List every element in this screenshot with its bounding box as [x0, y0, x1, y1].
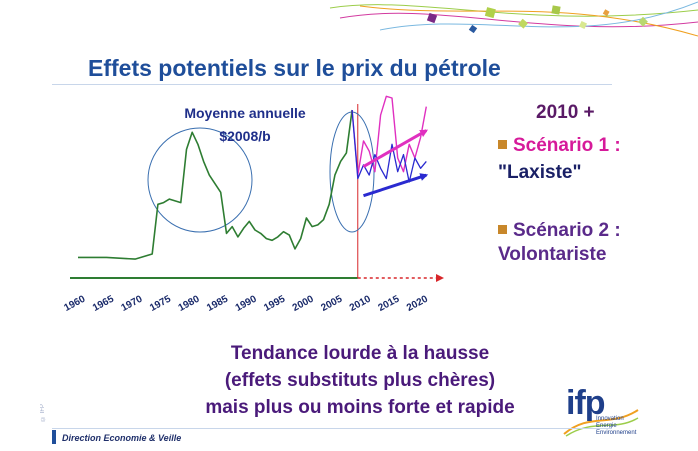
scenario-1: Scénario 1 : [498, 135, 621, 157]
scenario-2-name: Volontariste [498, 244, 607, 265]
scenario-2: Scénario 2 : [498, 220, 621, 242]
annotation-line-2: $2008/b [219, 128, 271, 144]
conclusion-line-2: (effets substituts plus chères) [224, 370, 496, 391]
scenario-1-name: "Laxiste" [498, 162, 582, 183]
copyright-mark: © IFP [40, 404, 46, 422]
x-tick-label: 1960 [62, 294, 87, 314]
x-tick-label: 2010 [348, 294, 373, 314]
bullet-icon [498, 225, 507, 234]
x-tick-label: 1980 [177, 294, 202, 314]
scenario-2-label: Scénario 2 : [513, 220, 621, 241]
chart-annotation: Moyenne annuelle $2008/b [180, 102, 310, 148]
trend-arrow-laxiste [362, 129, 429, 168]
trend-arrows [362, 129, 429, 198]
conclusion-line-3: mais plus ou moins forte et rapide [205, 397, 515, 418]
header-decoration [329, 1, 698, 37]
bullet-icon [498, 140, 507, 149]
logo-text: ifp [566, 384, 606, 422]
x-tick-label: 2015 [376, 294, 401, 314]
scenario-1-label: Scénario 1 : [513, 135, 621, 156]
series-line-history [78, 109, 353, 260]
x-tick-label: 1995 [262, 294, 287, 314]
annotation-line-1: Moyenne annuelle [184, 105, 306, 121]
highlight-circle [147, 127, 253, 233]
x-tick-label: 1975 [148, 294, 173, 314]
x-tick-label: 1965 [91, 294, 116, 314]
series-line-laxiste [351, 95, 427, 176]
footer-text: Direction Economie & Veille [62, 433, 182, 443]
conclusion-line-1: Tendance lourde à la hausse [230, 343, 490, 364]
x-tick-label: 1970 [120, 294, 145, 314]
footer-accent [52, 430, 56, 444]
logo-tagline: Innovation Energie Environnement [596, 416, 637, 436]
x-tick-label: 2005 [319, 294, 344, 314]
ifp-logo: ifp Innovation Energie Environnement [560, 382, 640, 438]
x-tick-label: 2020 [405, 294, 430, 314]
conclusion-text: Tendance lourde à la hausse (effets subs… [150, 340, 570, 421]
oil-price-chart: 1960 1965 1970 1975 1980 1985 1990 1995 2000 2005… [62, 95, 444, 314]
x-tick-label: 1985 [205, 294, 230, 314]
trend-arrow-volontariste [363, 173, 429, 198]
title-divider [52, 84, 612, 85]
axes [70, 104, 444, 282]
footer-divider [52, 428, 612, 429]
x-tick-label: 2000 [291, 294, 316, 314]
x-tick-label: 1990 [234, 294, 259, 314]
side-heading: 2010 + [536, 102, 595, 123]
slide-title: Effets potentiels sur le prix du pétrole [88, 55, 501, 81]
x-tick-labels: 1960 1965 1970 1975 1980 1985 1990 1995 2000 2005… [62, 294, 430, 314]
